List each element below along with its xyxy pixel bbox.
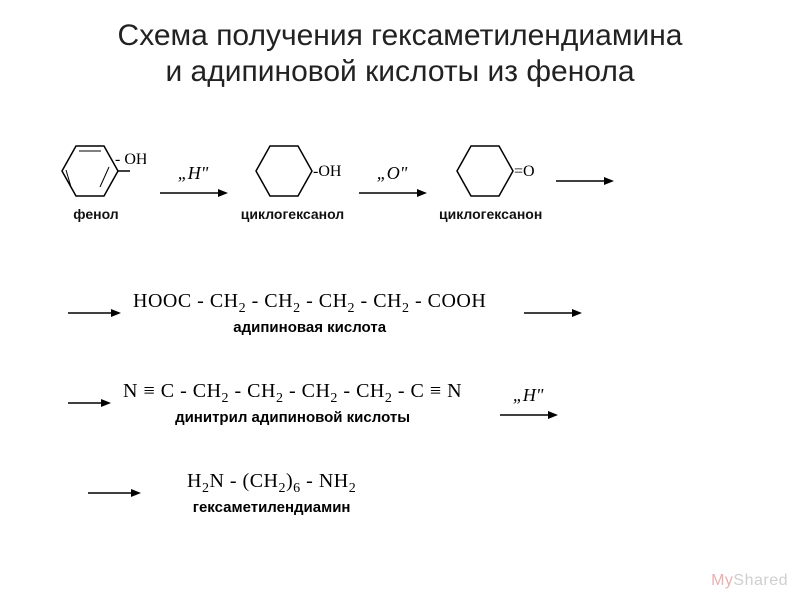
arrow-oxidation: „O" [357, 163, 427, 200]
arrow-icon [498, 408, 558, 422]
arrow-continue-2 [522, 306, 582, 320]
cyclohexanone-substituent: =O [514, 163, 535, 180]
hmda-caption: гексаметилендиамин [193, 499, 351, 516]
arrow-lead-in-3 [66, 396, 111, 410]
arrow-icon [357, 186, 427, 200]
hmda-formula: H2N - (CH2)6 - NH2 [187, 470, 356, 497]
molecule-hexamethylenediamine: H2N - (CH2)6 - NH2 гексаметилендиамин [187, 470, 356, 516]
arrow-label-h2: „H" [513, 385, 544, 406]
scheme-row-3: N ≡ C - CH2 - CH2 - CH2 - CH2 - C ≡ N ди… [60, 380, 564, 426]
arrow-label-h: „H" [178, 163, 209, 184]
molecule-adiponitrile: N ≡ C - CH2 - CH2 - CH2 - CH2 - C ≡ N ди… [123, 380, 462, 426]
molecule-phenol: - OH фенол [46, 140, 146, 222]
watermark-my: My [711, 572, 733, 589]
molecule-adipic-acid: HOOC - CH2 - CH2 - CH2 - CH2 - COOH адип… [133, 290, 486, 336]
watermark-shared: Shared [733, 572, 788, 589]
arrow-label-o: „O" [377, 163, 408, 184]
arrow-hydrogenation-2: „H" [498, 385, 558, 422]
scheme-row-4: H2N - (CH2)6 - NH2 гексаметилендиамин [80, 470, 362, 516]
title-line-2: и адипиновой кислоты из фенола [165, 55, 634, 88]
arrow-continue-1 [554, 174, 614, 188]
molecule-cyclohexanone: =O циклогексанон [439, 140, 542, 222]
slide-title: Схема получения гексаметилендиамина и ад… [0, 18, 800, 90]
watermark-myshared: MyShared [711, 572, 788, 590]
cyclohexane-ring-icon: =O [441, 140, 541, 202]
phenol-caption: фенол [73, 206, 118, 222]
arrow-lead-in-2 [66, 306, 121, 320]
scheme-row-1: - OH фенол „H" -OH циклогексанол „O" [40, 140, 620, 222]
title-line-1: Схема получения гексаметилендиамина [118, 19, 683, 52]
adipic-acid-caption: адипиновая кислота [233, 319, 386, 336]
benzene-ring-icon: - OH [46, 140, 146, 202]
arrow-icon [66, 396, 111, 410]
cyclohexanol-caption: циклогексанол [241, 206, 344, 222]
arrow-lead-in-4 [86, 486, 141, 500]
adiponitrile-formula: N ≡ C - CH2 - CH2 - CH2 - CH2 - C ≡ N [123, 380, 462, 407]
arrow-icon [86, 486, 141, 500]
arrow-icon [522, 306, 582, 320]
cyclohexane-ring-icon: -OH [240, 140, 345, 202]
molecule-cyclohexanol: -OH циклогексанол [240, 140, 345, 222]
adiponitrile-caption: динитрил адипиновой кислоты [175, 409, 410, 426]
arrow-icon [554, 174, 614, 188]
cyclohexanol-substituent: -OH [313, 163, 342, 180]
arrow-icon [66, 306, 121, 320]
slide: Схема получения гексаметилендиамина и ад… [0, 0, 800, 600]
cyclohexanone-caption: циклогексанон [439, 206, 542, 222]
adipic-acid-formula: HOOC - CH2 - CH2 - CH2 - CH2 - COOH [133, 290, 486, 317]
scheme-row-2: HOOC - CH2 - CH2 - CH2 - CH2 - COOH адип… [60, 290, 588, 336]
phenol-substituent: - OH [115, 151, 146, 168]
arrow-icon [158, 186, 228, 200]
arrow-hydrogenation: „H" [158, 163, 228, 200]
